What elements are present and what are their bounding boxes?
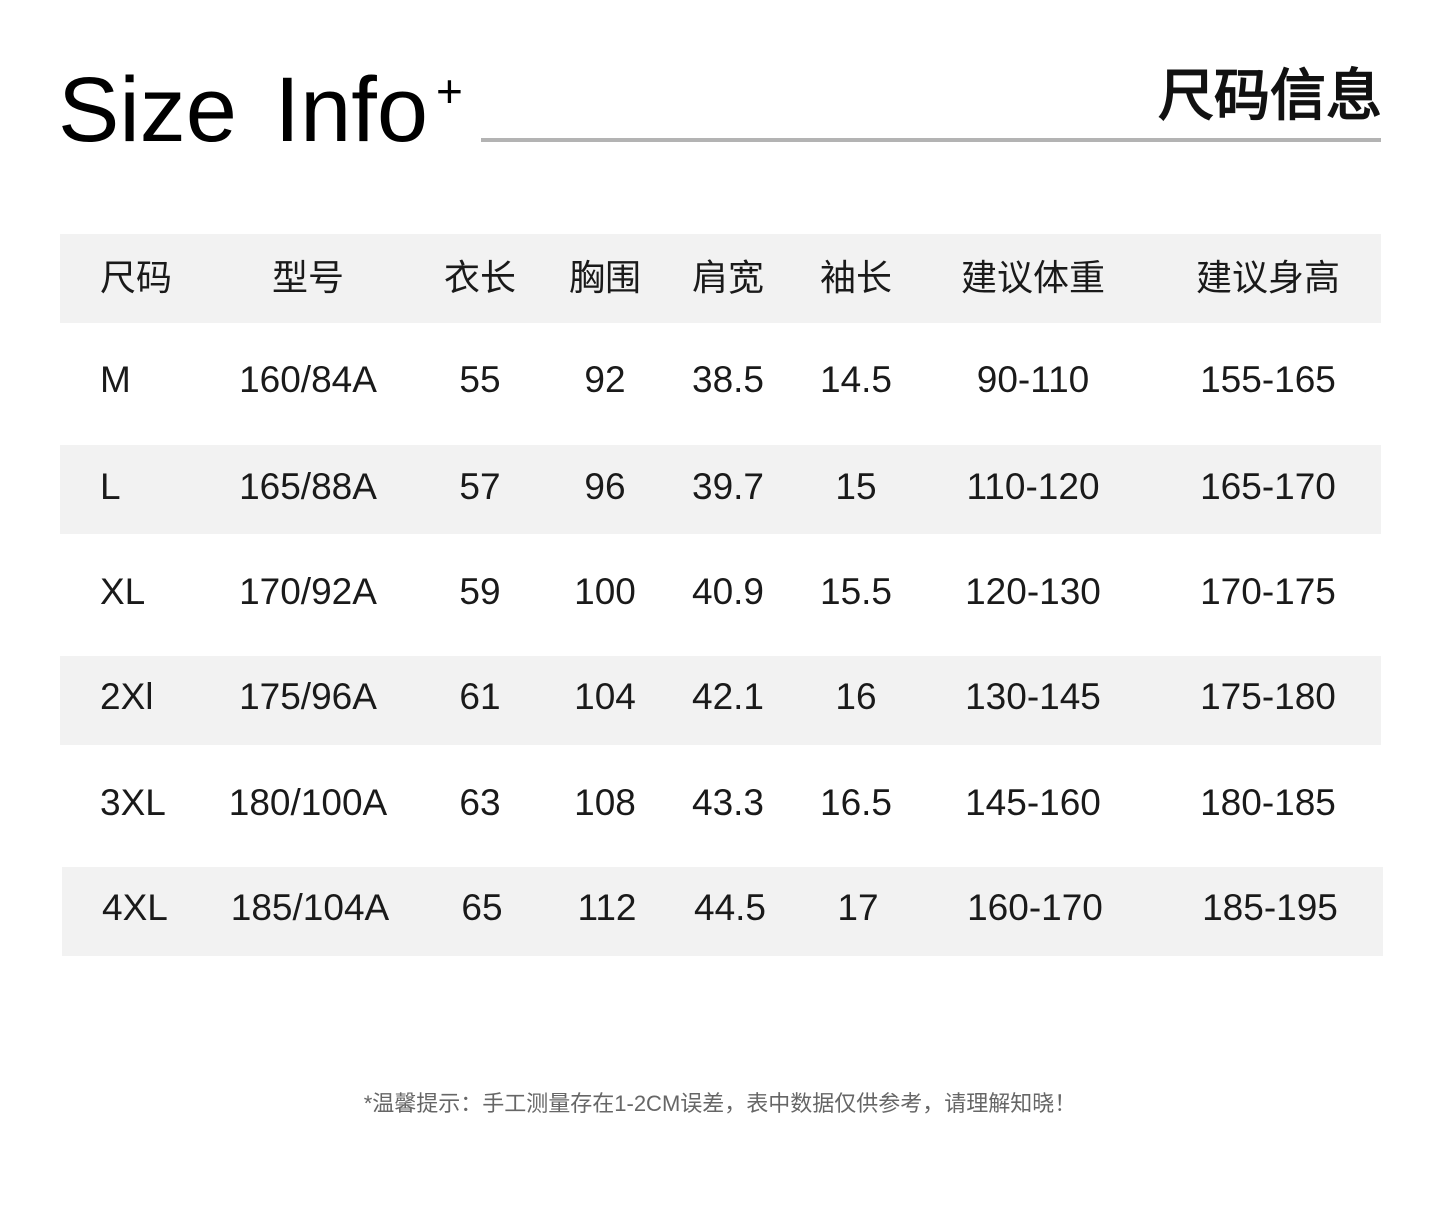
table-cell: 108 [574, 782, 636, 823]
table-cell: 2Xl [100, 676, 154, 717]
column-header: 型号 [271, 257, 345, 298]
table-row: 2Xl 175/96A 61 104 42.1 16 130-145 175-180 [60, 656, 1381, 745]
table-row: L 165/88A 57 96 39.7 15 110-120 165-170 [60, 445, 1381, 534]
table-cell: M [100, 359, 131, 400]
table-cell: 42.1 [691, 676, 765, 717]
table-header-row: 尺码 型号 衣长 胸围 肩宽 袖长 建议体重 建议身高 [60, 234, 1381, 323]
table-cell: 185-195 [1202, 887, 1338, 928]
table-cell: 155-165 [1200, 359, 1336, 400]
table-row: M 160/84A 55 92 38.5 14.5 90-110 155-165 [60, 323, 1381, 445]
table-cell: 180/100A [228, 782, 388, 823]
table-cell: 145-160 [965, 782, 1101, 823]
table-cell: 16.5 [819, 782, 893, 823]
table-cell: 170-175 [1200, 571, 1336, 612]
table-cell: 65 [461, 887, 503, 928]
title-divider [480, 138, 1381, 142]
column-header: 肩宽 [691, 257, 765, 298]
table-cell: 110-120 [966, 466, 1100, 507]
title-chinese: 尺码信息 [1158, 64, 1382, 127]
table-cell: 160-170 [967, 887, 1103, 928]
table-cell: 92 [584, 359, 626, 400]
table-cell: 16 [835, 676, 877, 717]
table-cell: 40.9 [691, 571, 765, 612]
table-cell: 43.3 [691, 782, 765, 823]
table-cell: 63 [459, 782, 501, 823]
table-cell: 96 [584, 466, 626, 507]
table-cell: 165/88A [239, 466, 377, 507]
table-cell: 90-110 [976, 359, 1090, 400]
table-cell: 57 [459, 466, 501, 507]
table-cell: 61 [459, 676, 501, 717]
title-english: Size Info [58, 59, 428, 161]
column-header: 衣长 [443, 257, 517, 298]
table-row: 3XL 180/100A 63 108 43.3 16.5 145-160 180-185 [60, 745, 1381, 867]
table-cell: 55 [459, 359, 501, 400]
table-cell: 180-185 [1200, 782, 1336, 823]
table-cell: 15 [835, 466, 877, 507]
table-cell: 104 [574, 676, 636, 717]
title-bar: Size Info + [58, 60, 1381, 160]
table-cell: 14.5 [819, 359, 893, 400]
table-cell: 4XL [102, 887, 168, 928]
table-cell: L [100, 466, 121, 507]
table-cell: 160/84A [239, 359, 377, 400]
table-cell: 38.5 [691, 359, 765, 400]
column-header: 胸围 [568, 257, 642, 298]
table-row: 4XL 185/104A 65 112 44.5 17 160-170 185-195 [62, 867, 1383, 956]
table-cell: 185/104A [230, 887, 390, 928]
table-cell: 175-180 [1200, 676, 1336, 717]
table-cell: 17 [837, 887, 879, 928]
table-cell: 112 [577, 887, 637, 928]
column-header: 建议体重 [960, 257, 1106, 298]
table-cell: 15.5 [819, 571, 893, 612]
table-cell: 100 [574, 571, 636, 612]
column-header: 袖长 [819, 257, 893, 298]
plus-mark: + [435, 65, 463, 117]
table-cell: 44.5 [693, 887, 767, 928]
table-row: XL 170/92A 59 100 40.9 15.5 120-130 170-175 [60, 534, 1381, 656]
table-cell: 165-170 [1200, 466, 1336, 507]
table-cell: 3XL [100, 782, 166, 823]
table-cell: 170/92A [239, 571, 377, 612]
column-header: 建议身高 [1195, 257, 1341, 298]
table-cell: XL [100, 571, 146, 612]
column-header: 尺码 [100, 257, 173, 298]
table-cell: 39.7 [691, 466, 765, 507]
table-cell: 59 [459, 571, 501, 612]
table-cell: 120-130 [965, 571, 1101, 612]
table-cell: 175/96A [239, 676, 377, 717]
table-cell: 130-145 [965, 676, 1101, 717]
measurement-note: *温馨提示：手工测量存在1-2CM误差，表中数据仅供参考，请理解知晓！ [363, 1091, 1077, 1116]
